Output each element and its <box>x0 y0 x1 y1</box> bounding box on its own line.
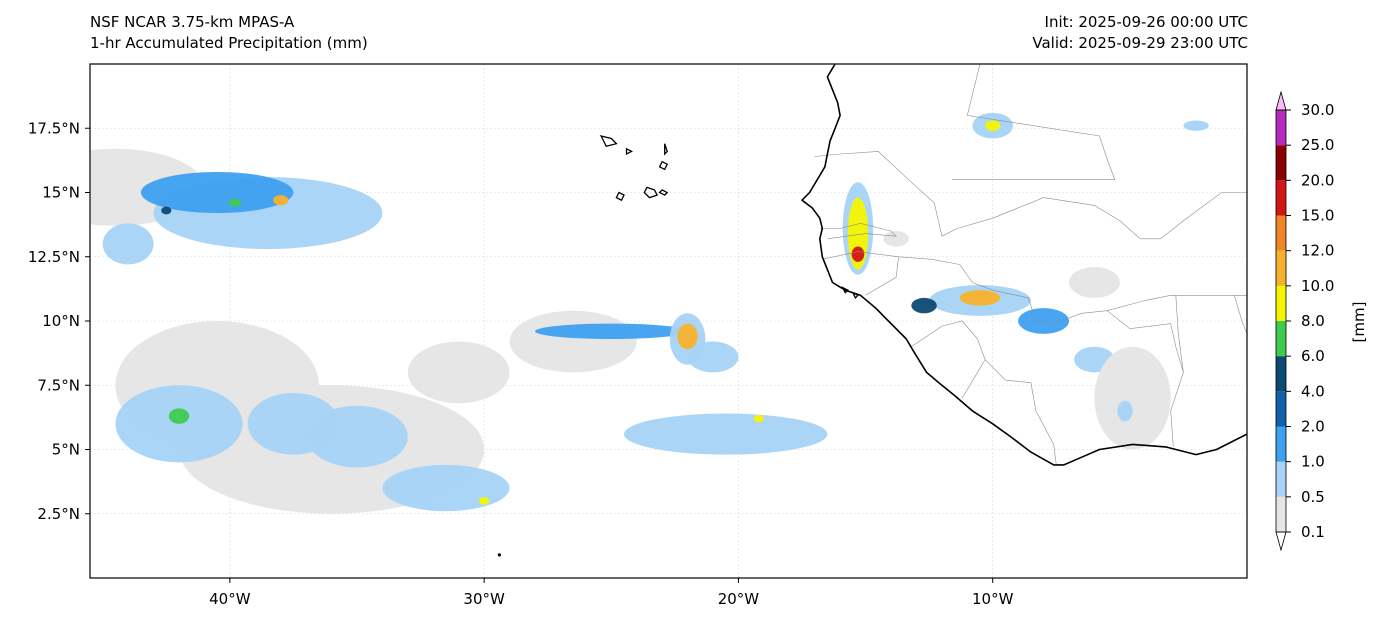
island-outline <box>658 189 669 196</box>
point-marker <box>497 553 501 557</box>
colorbar-tick-label: 4.0 <box>1301 382 1325 400</box>
country-borders <box>814 64 1247 465</box>
island-outline <box>664 143 668 156</box>
lat-tick-label: 2.5°N <box>37 505 80 523</box>
colorbar-tick-label: 0.5 <box>1301 488 1325 506</box>
country-border <box>1175 295 1184 373</box>
colorbar-tick-label: 1.0 <box>1301 453 1325 471</box>
colorbar-segment <box>1276 356 1286 392</box>
colorbar-extend-max <box>1275 90 1287 111</box>
precip-cell <box>102 223 154 265</box>
colorbar-segment <box>1276 461 1286 497</box>
precip-cell <box>228 198 242 207</box>
island-outline <box>599 135 618 147</box>
coastline <box>599 64 1247 466</box>
precip-cell <box>1094 346 1171 450</box>
title-right: Init: 2025-09-26 00:00 UTC Valid: 2025-0… <box>1032 12 1248 54</box>
precip-cell <box>1018 308 1069 334</box>
precip-cell <box>382 464 510 512</box>
colorbar: 0.1 0.5 1.0 2.0 4.0 6.0 8.0 10.0 12.0 15.0 20.0 25.… <box>1275 90 1368 552</box>
precip-cell <box>687 341 739 373</box>
country-border <box>1234 295 1247 335</box>
lat-tick-label: 15°N <box>42 184 80 202</box>
title-left: NSF NCAR 3.75-km MPAS-A 1-hr Accumulated… <box>90 12 368 54</box>
lat-tick-label: 7.5°N <box>37 376 80 394</box>
precip-cell <box>306 405 408 468</box>
colorbar-extend-min <box>1275 531 1287 552</box>
island-outline <box>615 191 625 202</box>
precip-cell <box>677 323 698 350</box>
africa-coastline <box>801 64 1247 466</box>
precip-cell <box>479 497 490 505</box>
country-border <box>814 151 943 237</box>
precip-cell <box>624 413 828 455</box>
country-border <box>952 64 1116 180</box>
lat-tick-label: 10°N <box>42 312 80 330</box>
precip-cell <box>959 290 1001 306</box>
island-outline <box>841 286 849 294</box>
country-border <box>959 264 1184 447</box>
country-border <box>865 256 899 296</box>
colorbar-tick-label: 0.1 <box>1301 523 1325 541</box>
precip-cell <box>1117 400 1133 422</box>
country-border <box>1107 294 1247 311</box>
colorbar-segment <box>1276 215 1286 251</box>
colorbar-units: [mm] <box>1350 302 1368 343</box>
precip-cell <box>1183 120 1209 131</box>
precip-cell <box>161 206 172 215</box>
precip-cell <box>407 341 510 404</box>
lat-tick-label: 12.5°N <box>28 248 80 266</box>
lon-tick-label: 40°W <box>209 590 251 608</box>
colorbar-segment <box>1276 250 1286 286</box>
precip-cell <box>911 297 937 314</box>
precip-cell <box>140 171 294 214</box>
colorbar-segment <box>1276 110 1286 146</box>
colorbar-tick-label: 2.0 <box>1301 418 1325 436</box>
colorbar-segment <box>1276 145 1286 181</box>
colorbar-segment <box>1276 391 1286 427</box>
lon-tick-label: 30°W <box>463 590 505 608</box>
precip-cell <box>985 120 1001 131</box>
init-time: Init: 2025-09-26 00:00 UTC <box>1044 13 1248 31</box>
precip-cell <box>509 310 637 373</box>
lat-tick-label: 17.5°N <box>28 119 80 137</box>
colorbar-segment <box>1276 321 1286 357</box>
colorbar-segment <box>1276 285 1286 321</box>
colorbar-tick-label: 10.0 <box>1301 277 1334 295</box>
precip-field <box>90 112 1209 557</box>
island-outline <box>658 160 669 171</box>
country-border <box>911 320 986 399</box>
colorbar-tick-label: 15.0 <box>1301 207 1334 225</box>
island-outline <box>851 291 859 300</box>
model-name: NSF NCAR 3.75-km MPAS-A <box>90 13 295 31</box>
colorbar-tick-label: 25.0 <box>1301 136 1334 154</box>
valid-time: Valid: 2025-09-29 23:00 UTC <box>1032 34 1248 52</box>
island-outline <box>625 147 634 156</box>
precip-cell <box>851 246 865 262</box>
field-name: 1-hr Accumulated Precipitation (mm) <box>90 34 368 52</box>
colorbar-tick-label: 12.0 <box>1301 242 1334 260</box>
precip-cell <box>168 408 190 424</box>
colorbar-tick-label: 8.0 <box>1301 312 1325 330</box>
lon-tick-label: 20°W <box>718 590 760 608</box>
precip-cell <box>883 231 909 247</box>
axis-ticks: 2.5°N 5°N 7.5°N 10°N 12.5°N 15°N 17.5°N 40°W 30°… <box>28 119 1014 608</box>
lat-tick-label: 5°N <box>52 441 80 459</box>
colorbar-segment <box>1276 180 1286 216</box>
lon-tick-label: 10°W <box>972 590 1014 608</box>
island-outline <box>643 186 659 199</box>
country-border <box>819 222 897 240</box>
precip-cell <box>535 323 688 339</box>
colorbar-tick-label: 6.0 <box>1301 347 1325 365</box>
colorbar-tick-label: 20.0 <box>1301 171 1334 189</box>
country-border <box>984 359 1057 465</box>
precip-cell <box>1069 267 1120 298</box>
colorbar-segment <box>1276 426 1286 462</box>
colorbar-segment <box>1276 496 1286 532</box>
precip-cell <box>753 414 764 423</box>
country-border <box>941 192 1247 240</box>
precip-cell <box>273 195 289 206</box>
colorbar-tick-label: 30.0 <box>1301 101 1334 119</box>
